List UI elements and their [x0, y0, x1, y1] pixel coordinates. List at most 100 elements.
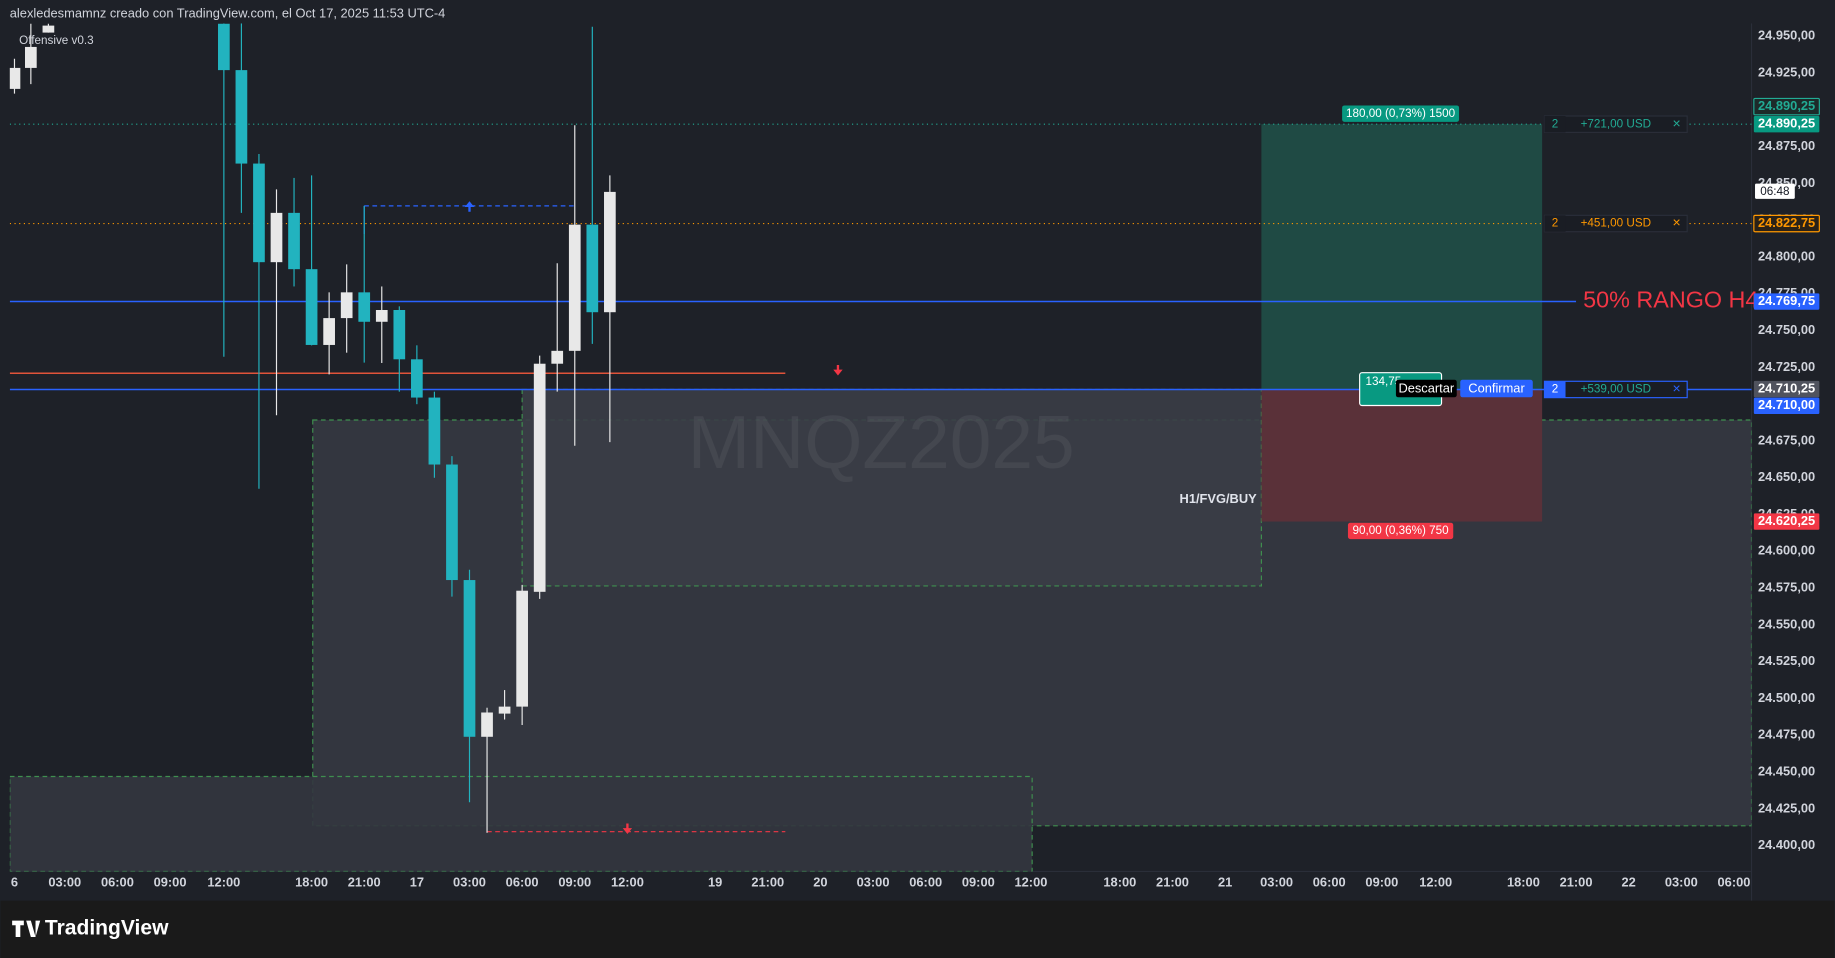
header: alexledesmamnz creado con TradingView.co… — [10, 5, 446, 20]
price-label: 24.822,75 — [1758, 215, 1815, 230]
arrow-down — [622, 823, 633, 835]
x-tick-label: 21:00 — [348, 875, 381, 890]
y-tick-label: 24.800,00 — [1758, 248, 1815, 263]
x-tick-label: 06:00 — [909, 875, 942, 890]
confirm-button[interactable]: Confirmar — [1468, 380, 1525, 395]
order-qty-bg — [1544, 116, 1566, 133]
candle-body — [586, 224, 599, 313]
order-close[interactable]: × — [1673, 214, 1681, 230]
x-tick-label: 18:00 — [1103, 875, 1136, 890]
entry-label: 134,75 — [1366, 375, 1402, 388]
price-label-bg — [1753, 116, 1820, 133]
y-tick-label: 24.650,00 — [1758, 469, 1815, 484]
x-tick-label: 21:00 — [1560, 875, 1593, 890]
order-close[interactable]: × — [1673, 115, 1681, 131]
price-label-bg — [1753, 97, 1820, 116]
discard-button-bg[interactable] — [1395, 379, 1457, 398]
y-tick-label: 24.575,00 — [1758, 580, 1815, 595]
arrow-down — [833, 364, 843, 376]
candle-body — [463, 580, 476, 737]
candle-body — [411, 359, 423, 398]
countdown: 06:48 — [1760, 185, 1789, 198]
price-label-bg — [1753, 380, 1820, 398]
logo-icon — [12, 920, 41, 937]
candle-body — [393, 310, 406, 360]
order-pnl: +451,00 USD — [1581, 217, 1652, 230]
order-pnl: +721,00 USD — [1581, 117, 1652, 130]
arrow-up — [464, 201, 475, 212]
price-label: 24.890,25 — [1758, 116, 1815, 131]
price-label: 24.710,25 — [1758, 380, 1815, 395]
x-tick-label: 09:00 — [558, 875, 591, 890]
price-label: 24.769,75 — [1758, 293, 1815, 308]
price-label-bg — [1753, 214, 1820, 233]
candle-body — [428, 397, 441, 465]
x-tick-label: 20 — [813, 875, 827, 890]
order-qty: 2 — [1552, 217, 1559, 230]
x-tick-label: 09:00 — [1365, 875, 1398, 890]
x-tick-label: 21:00 — [1156, 875, 1189, 890]
y-tick-label: 24.475,00 — [1758, 727, 1815, 742]
x-tick-label: 22 — [1622, 875, 1636, 890]
x-tick-label: 03:00 — [1260, 875, 1293, 890]
x-tick-label: 6 — [11, 875, 18, 890]
price-label: 24.710,00 — [1758, 397, 1815, 412]
y-tick-label: 24.725,00 — [1758, 359, 1815, 374]
price-label-bg — [1753, 397, 1820, 415]
y-tick-label: 24.875,00 — [1758, 138, 1815, 153]
stop-label-bg — [1347, 522, 1454, 540]
stop-zone — [1261, 389, 1543, 522]
x-tick-label: 12:00 — [611, 875, 644, 890]
x-tick-label: 06:00 — [1313, 875, 1346, 890]
target-zone — [1261, 124, 1543, 390]
order-close[interactable]: × — [1673, 380, 1681, 396]
level-label: 50% RANGO H4 — [1583, 287, 1758, 313]
target-label: 180,00 (0,73%) 1500 — [1346, 107, 1456, 120]
order-pnl: +539,00 USD — [1581, 383, 1652, 396]
candle-body — [568, 224, 581, 351]
stop-label: 90,00 (0,36%) 750 — [1353, 524, 1450, 537]
confirm-button-bg[interactable] — [1460, 379, 1533, 398]
candle-body — [235, 70, 248, 164]
order-qty: 2 — [1552, 117, 1559, 130]
order-qty-bg — [1544, 215, 1566, 232]
x-tick-label: 18:00 — [295, 875, 328, 890]
y-tick-label: 24.600,00 — [1758, 543, 1815, 558]
y-tick-label: 24.400,00 — [1758, 837, 1815, 852]
price-label: 24.620,25 — [1758, 513, 1815, 528]
y-tick-label: 24.750,00 — [1758, 322, 1815, 337]
candle-body — [323, 318, 335, 345]
price-label: 24.890,25 — [1758, 98, 1815, 113]
candle-body — [533, 363, 546, 592]
order-qty: 2 — [1552, 383, 1559, 396]
x-tick-label: 12:00 — [207, 875, 240, 890]
candle-body — [253, 163, 265, 263]
candle-body — [551, 350, 564, 364]
pane: MNQZ2025 — [9, 23, 1752, 872]
watermark: MNQZ2025 — [688, 400, 1075, 484]
y-tick-label: 24.500,00 — [1758, 690, 1815, 705]
candle-body — [481, 712, 493, 737]
target-label-bg — [1342, 105, 1460, 122]
indicator-label: Offensive v0.3 — [19, 34, 94, 47]
countdown-bg — [1755, 183, 1795, 199]
x-tick-label: 03:00 — [48, 875, 81, 890]
x-tick-label: 03:00 — [453, 875, 486, 890]
candle-body — [375, 310, 388, 322]
x-tick-label: 03:00 — [1665, 875, 1698, 890]
y-tick-label: 24.525,00 — [1758, 653, 1815, 668]
x-tick-label: 12:00 — [1419, 875, 1452, 890]
candle-body — [9, 67, 21, 89]
x-tick-label: 06:00 — [1718, 875, 1751, 890]
candle-body — [340, 292, 353, 319]
y-tick-label: 24.950,00 — [1758, 28, 1815, 43]
overlay: H1/FVG/BUY 50% RANGO H4 180,00 (0,73%) 150… — [11, 28, 1820, 890]
zone-label: H1/FVG/BUY — [1180, 491, 1258, 506]
x-tick-label: 06:00 — [506, 875, 539, 890]
price-label-bg — [1753, 513, 1820, 530]
price-label-bg — [1753, 293, 1820, 310]
candle-body — [604, 191, 616, 313]
discard-button[interactable]: Descartar — [1398, 380, 1454, 395]
